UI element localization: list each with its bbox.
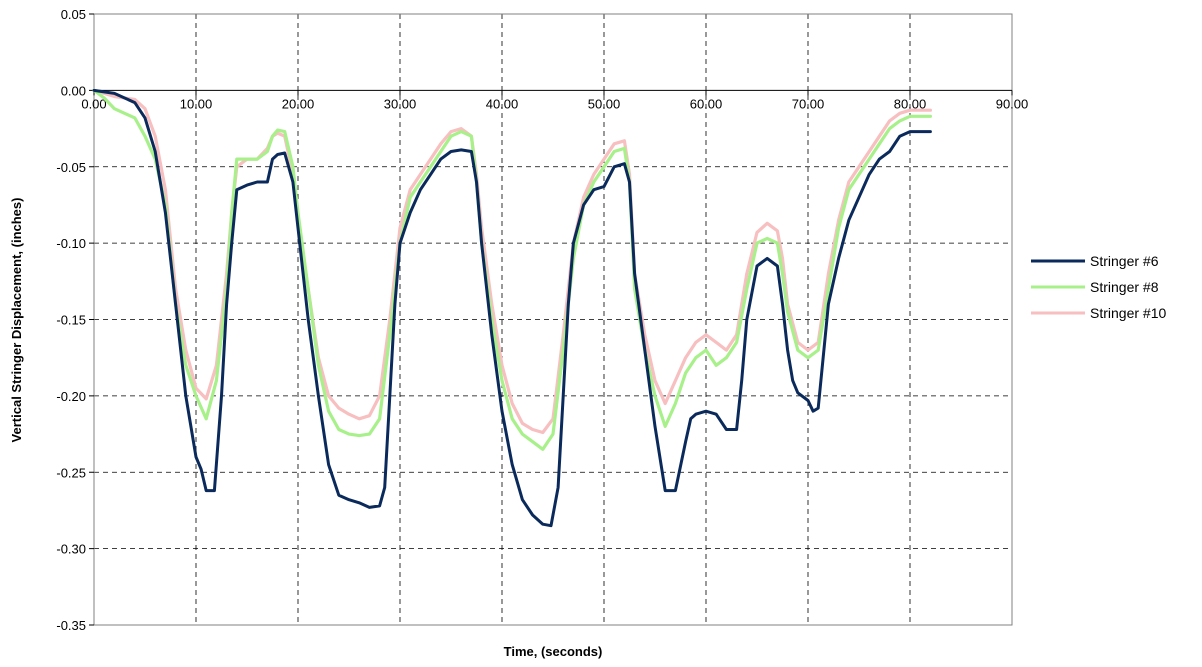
y-tick-label: -0.05	[56, 160, 86, 175]
legend-label: Stringer #10	[1090, 305, 1166, 321]
y-tick-label: -0.10	[56, 236, 86, 251]
series-lines	[92, 88, 932, 528]
legend-label: Stringer #6	[1090, 253, 1159, 269]
x-tick-label: 50.00	[588, 96, 621, 111]
x-tick-label: 30.00	[384, 96, 417, 111]
x-tick-label: 0.00	[81, 96, 106, 111]
y-tick-label: -0.25	[56, 465, 86, 480]
x-tick-label: 70.00	[792, 96, 825, 111]
x-tick-label: 90.00	[996, 96, 1029, 111]
legend: Stringer #6 Stringer #8 Stringer #10	[1031, 253, 1166, 321]
y-tick-label: -0.30	[56, 542, 86, 557]
x-tick-label: 40.00	[486, 96, 519, 111]
x-tick-label: 80.00	[894, 96, 927, 111]
y-axis-title: Vertical Stringer Displacement, (inches)	[9, 198, 24, 443]
x-axis-ticks: 0.00 10.00 20.00 30.00 40.00 50.00 60.00 70.00 8…	[81, 89, 1029, 111]
y-tick-label: -0.20	[56, 389, 86, 404]
y-tick-label: 0.05	[61, 7, 86, 22]
x-tick-label: 60.00	[690, 96, 723, 111]
x-tick-label: 20.00	[282, 96, 315, 111]
series-line-stringer-10	[92, 88, 932, 435]
y-axis-ticks: 0.05 0.00 -0.05 -0.10 -0.15 -0.20 -0.25 -0.30 -0…	[56, 7, 94, 633]
x-tick-label: 10.00	[180, 96, 213, 111]
series-line-stringer-8	[92, 88, 932, 451]
gridlines	[94, 14, 1012, 625]
y-tick-label: -0.15	[56, 313, 86, 328]
x-axis-title: Time, (seconds)	[504, 644, 603, 659]
series-line-stringer-6	[92, 88, 932, 528]
legend-label: Stringer #8	[1090, 279, 1159, 295]
y-tick-label: -0.35	[56, 618, 86, 633]
y-tick-label: 0.00	[61, 83, 86, 98]
